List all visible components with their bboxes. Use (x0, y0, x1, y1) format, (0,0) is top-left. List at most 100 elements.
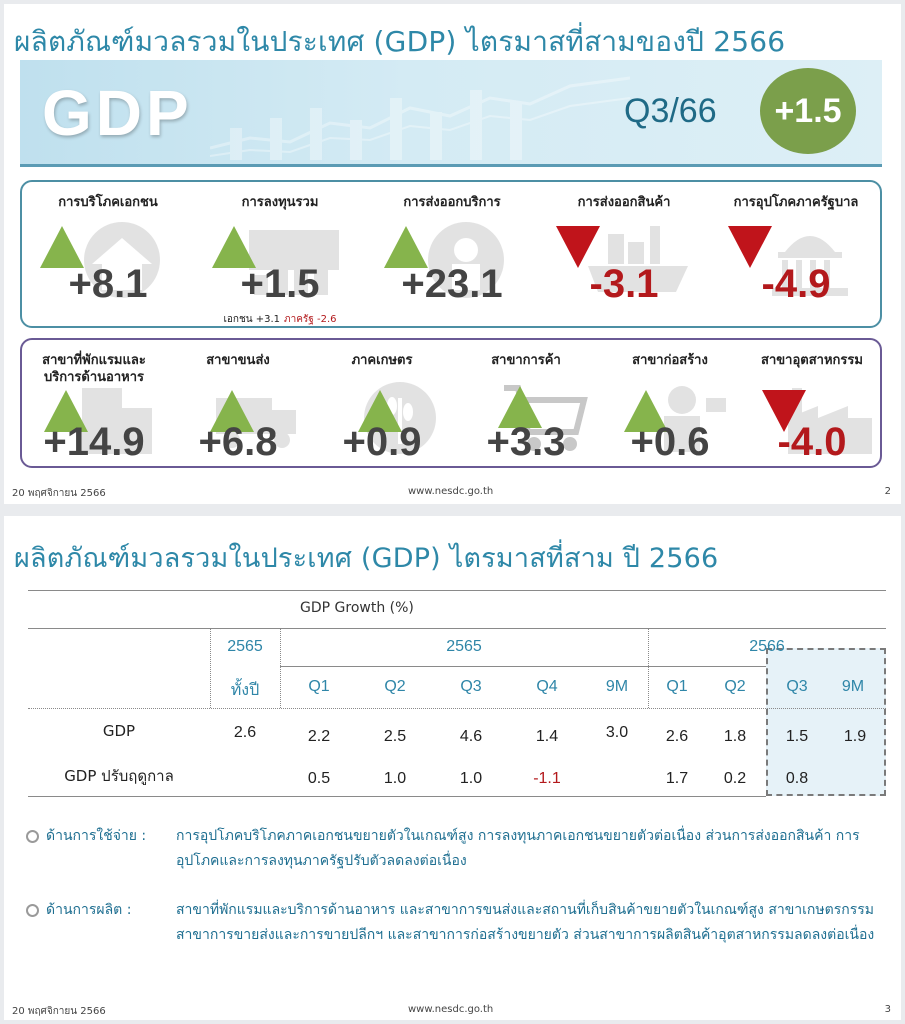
item-value: +0.6 (630, 420, 710, 464)
item-value: -4.9 (761, 262, 831, 306)
col-header-q1-2566: Q1 (666, 678, 688, 695)
year-header-2566: 2566 (749, 638, 785, 655)
bullet-text: สาขาที่พักแรมและบริการด้านอาหาร และสาขาก… (176, 902, 875, 943)
table-cell: 1.5 (785, 728, 809, 745)
table-cell: 1.0 (459, 770, 483, 787)
table-cell: 2.2 (307, 728, 331, 745)
bullet-text: การอุปโภคบริโภคภาคเอกชนขยายตัวในเกณฑ์สูง… (176, 828, 860, 869)
table-rule (28, 590, 886, 591)
up-arrow-icon (624, 390, 668, 432)
col-header-9m-2565: 9M (605, 678, 629, 695)
table-cell: -1.1 (533, 770, 561, 787)
footer-date: 20 พฤศจิกายน 2566 (12, 488, 106, 499)
item-label: การส่งออกสินค้า (577, 195, 671, 210)
item-label: สาขาที่พักแรมและบริการด้านอาหาร (42, 353, 146, 385)
col-header-9m-2566: 9M (841, 678, 865, 695)
tourist-icon (428, 222, 504, 298)
item-label: สาขาก่อสร้าง (632, 353, 708, 368)
footer-url: www.nesdc.go.th (408, 1004, 494, 1015)
gdp-banner: GDP Q3/66 +1.5 (20, 60, 882, 164)
item-label: สาขาการค้า (491, 353, 561, 368)
slide-title: ผลิตภัณฑ์มวลรวมในประเทศ (GDP) ไตรมาสที่ส… (14, 543, 719, 574)
up-arrow-icon (498, 386, 542, 428)
ship-icon (588, 226, 688, 292)
up-arrow-icon (40, 226, 84, 268)
production-item: ภาคเกษตร +0.9 (310, 340, 454, 466)
footer-page-number: 3 (884, 1004, 891, 1015)
expenditure-item: การส่งออกสินค้า -3.1 (538, 182, 710, 326)
down-arrow-icon (556, 226, 600, 268)
item-value: -4.0 (777, 420, 847, 464)
row-label-gdp: GDP (102, 722, 136, 740)
item-value: +3.3 (486, 420, 566, 464)
footer-url: www.nesdc.go.th (408, 486, 494, 497)
expenditure-item: การบริโภคเอกชน +8.1 (22, 182, 194, 326)
table-cell: 1.9 (843, 728, 867, 745)
table-cell: 4.6 (459, 728, 483, 745)
up-arrow-icon (358, 390, 402, 432)
gdp-growth-badge: +1.5 (760, 68, 856, 154)
production-item: สาขาที่พักแรมและบริการด้านอาหาร +14.9 (22, 340, 166, 466)
col-header-annual: ทั้งปี (230, 682, 260, 699)
item-value: +6.8 (198, 420, 278, 464)
worker-icon (664, 386, 726, 452)
table-rule (28, 628, 886, 629)
up-arrow-icon (384, 226, 428, 268)
bullet-circle-icon (26, 830, 39, 843)
slide-title: ผลิตภัณฑ์มวลรวมในประเทศ (GDP) ไตรมาสที่ส… (14, 25, 786, 58)
production-panel: สาขาที่พักแรมและบริการด้านอาหาร +14.9 สา… (20, 338, 882, 468)
banner-divider (20, 164, 882, 167)
hotel-icon (82, 388, 152, 454)
table-cell: 0.5 (307, 770, 331, 787)
production-item: สาขาก่อสร้าง +0.6 (598, 340, 742, 466)
expenditure-item: การลงทุนรวม +1.5 เอกชน +3.1 ภาครัฐ -2.6 (194, 182, 366, 326)
table-cell: 3.0 (605, 724, 629, 741)
production-item: สาขาอุตสาหกรรม -4.0 (742, 340, 882, 466)
down-arrow-icon (728, 226, 772, 268)
footer-page-number: 2 (884, 486, 891, 497)
col-header-q3-2565: Q3 (460, 678, 482, 695)
up-arrow-icon (210, 390, 254, 432)
investment-breakdown: เอกชน +3.1 ภาครัฐ -2.6 (194, 312, 366, 327)
quarter-label: Q3/66 (624, 92, 717, 130)
item-label: ภาคเกษตร (351, 353, 413, 368)
chart-lines-icon (210, 76, 630, 160)
private-investment-note: เอกชน +3.1 (223, 314, 281, 325)
expenditure-item: การส่งออกบริการ +23.1 (366, 182, 538, 326)
capitol-icon (772, 236, 848, 296)
col-header-q1-2565: Q1 (308, 678, 330, 695)
slide-gdp-summary: ผลิตภัณฑ์มวลรวมในประเทศ (GDP) ไตรมาสที่ส… (4, 4, 901, 504)
table-rule (648, 628, 649, 708)
col-header-q2-2565: Q2 (384, 678, 406, 695)
item-value: +1.5 (240, 262, 320, 306)
table-cell: 2.6 (665, 728, 689, 745)
table-cell: 1.8 (723, 728, 747, 745)
item-label: การบริโภคเอกชน (58, 195, 158, 210)
row-label-gdp-sa: GDP ปรับฤดูกาล (64, 767, 174, 785)
production-item: สาขาการค้า +3.3 (454, 340, 598, 466)
item-value: +14.9 (43, 420, 145, 464)
year-header-annual: 2565 (227, 638, 263, 655)
table-cell: 2.5 (383, 728, 407, 745)
expenditure-panel: การบริโภคเอกชน +8.1 การลงทุนรวม +1.5 เอก… (20, 180, 882, 328)
item-label: การส่งออกบริการ (403, 195, 501, 210)
table-cell: 1.0 (383, 770, 407, 787)
item-value: +23.1 (401, 262, 503, 306)
table-rule (28, 708, 886, 709)
bullet-circle-icon (26, 904, 39, 917)
footer-date: 20 พฤศจิกายน 2566 (12, 1006, 106, 1017)
table-cell: 1.7 (665, 770, 689, 787)
up-arrow-icon (44, 390, 88, 432)
government-investment-note: ภาครัฐ -2.6 (284, 314, 337, 325)
table-cell: 1.4 (535, 728, 559, 745)
table-rule (280, 666, 648, 667)
col-header-q4-2565: Q4 (536, 678, 558, 695)
production-item: สาขาขนส่ง +6.8 (166, 340, 310, 466)
year-header-2565: 2565 (446, 638, 482, 655)
table-rule (28, 796, 766, 797)
table-cell: 0.2 (723, 770, 747, 787)
highlight-box (766, 648, 886, 796)
bullet-production: ด้านการผลิต : สาขาที่พักแรมและบริการด้าน… (26, 898, 886, 976)
table-rule (280, 628, 281, 708)
up-arrow-icon (212, 226, 256, 268)
